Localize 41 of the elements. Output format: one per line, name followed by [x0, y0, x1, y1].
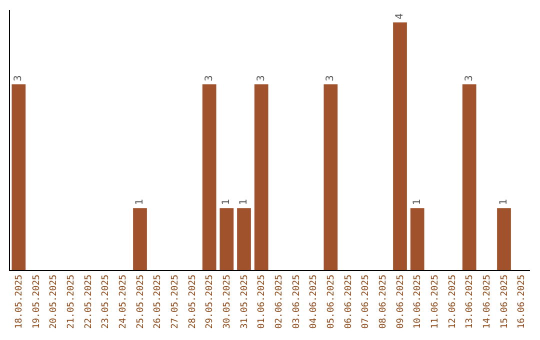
data-label: 4: [394, 13, 406, 20]
x-tick-label: 08.06.2025: [378, 274, 389, 329]
x-tick-label: 27.05.2025: [170, 274, 181, 329]
x-tick-label: 13.06.2025: [465, 274, 476, 329]
x-tick-label: 10.06.2025: [413, 274, 424, 329]
x-tick-label: 19.05.2025: [32, 274, 42, 329]
x-tick-label: 16.06.2025: [517, 274, 528, 329]
x-tick-label: 03.06.2025: [292, 274, 302, 329]
x-tick-label: 02.06.2025: [274, 274, 285, 329]
x-tick-label: 20.05.2025: [49, 274, 60, 329]
x-tick-label: 07.06.2025: [361, 274, 372, 329]
x-tick-label: 31.05.2025: [240, 274, 250, 329]
x-tick-label: 28.05.2025: [188, 274, 198, 329]
x-tick-label: 25.05.2025: [136, 274, 146, 329]
x-tick-label: 23.05.2025: [101, 274, 112, 329]
x-tick-label: 29.05.2025: [205, 274, 216, 329]
x-tick-label: 15.06.2025: [500, 274, 510, 329]
x-tick-label: 30.05.2025: [222, 274, 233, 329]
x-tick-label: 26.05.2025: [153, 274, 164, 329]
x-tick-label: 21.05.2025: [66, 274, 77, 329]
x-tick-label: 14.06.2025: [482, 274, 493, 329]
x-tick-label: 18.05.2025: [14, 274, 25, 329]
x-tick-label: 06.06.2025: [344, 274, 354, 329]
data-label: 3: [256, 75, 267, 82]
data-label: 3: [325, 75, 336, 82]
x-tick-label: 11.06.2025: [430, 274, 441, 329]
x-tick-label: 12.06.2025: [448, 274, 458, 329]
data-label: 3: [13, 75, 24, 82]
data-label: 1: [221, 199, 232, 206]
data-label: 1: [498, 199, 510, 206]
x-tick-label: 09.06.2025: [396, 274, 406, 329]
x-tick-label: 22.05.2025: [84, 274, 94, 329]
data-label: 1: [412, 199, 423, 206]
x-tick-label: 24.05.2025: [118, 274, 129, 329]
x-tick-label: 01.06.2025: [257, 274, 268, 329]
data-label: 1: [134, 199, 146, 206]
x-tick-label: 05.06.2025: [326, 274, 337, 329]
data-label: 3: [464, 75, 475, 82]
data-label: 1: [238, 199, 250, 206]
data-label: 3: [204, 75, 215, 82]
x-tick-label: 04.06.2025: [309, 274, 320, 329]
